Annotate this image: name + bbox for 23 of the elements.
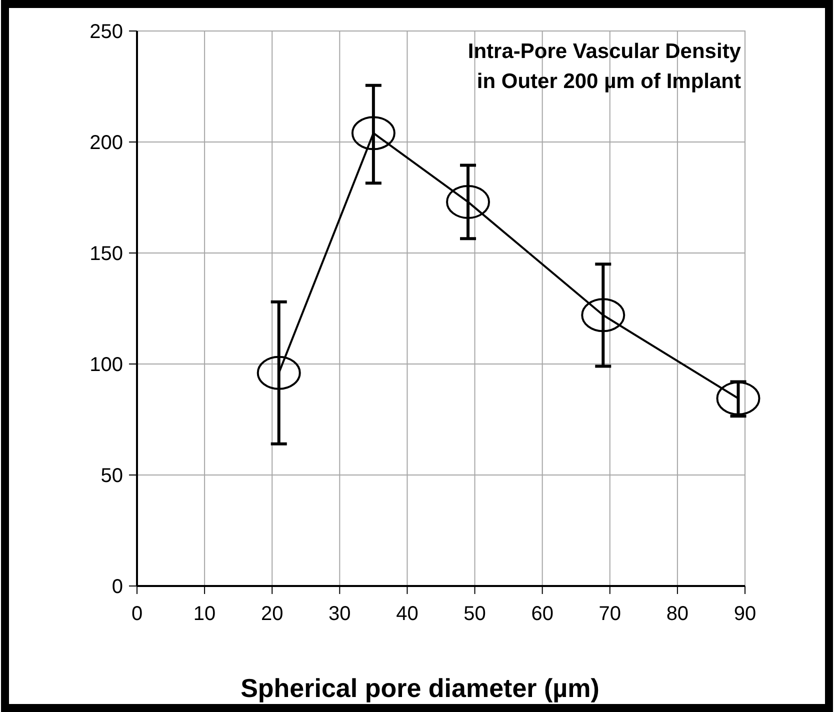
- y-tick-label: 0: [112, 576, 123, 598]
- point: [581, 298, 626, 332]
- x-tick-label: 60: [531, 603, 554, 625]
- y-tick-label: 150: [90, 243, 123, 265]
- x-tick-label: 90: [734, 603, 756, 625]
- x-tick-label: 70: [598, 603, 622, 625]
- x-tick-label: 40: [396, 603, 418, 625]
- x-tick-label: 80: [666, 603, 689, 625]
- x-tick-label: 50: [464, 603, 486, 625]
- point: [446, 184, 490, 219]
- x-axis-title: Spherical pore diameter (µm): [240, 673, 600, 703]
- x-tick-label: 30: [328, 603, 351, 625]
- x-tick-label: 10: [193, 603, 216, 625]
- text: Intra-Pore Vascular Density in Outer 200 µm of Implant: [468, 40, 742, 93]
- y-tick-label: 50: [100, 465, 123, 487]
- y-tick-label: 200: [90, 132, 123, 154]
- y-tick-label: 100: [90, 354, 123, 376]
- y-tick-label: 250: [90, 21, 123, 43]
- point: [256, 356, 301, 390]
- point: [351, 116, 396, 150]
- x-tick-label: 0: [131, 603, 143, 625]
- point: [716, 381, 760, 416]
- x-tick-label: 20: [260, 603, 284, 625]
